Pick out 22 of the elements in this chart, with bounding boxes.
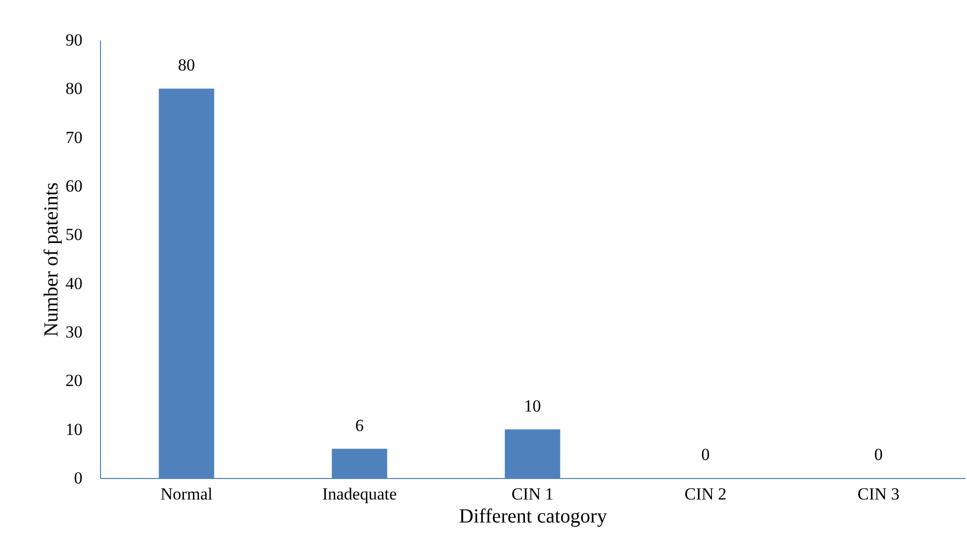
y-tick-label: 0 [74,468,82,488]
x-tick-label: CIN 3 [857,484,900,504]
y-tick-label: 40 [66,274,82,293]
data-label: 0 [701,445,710,464]
y-tick-label: 10 [66,420,82,439]
y-tick-label: 70 [66,128,82,147]
y-tick-label: 90 [66,30,82,50]
y-tick-label: 30 [66,322,82,342]
x-tick-label: Inadequate [322,484,397,504]
data-label: 0 [874,445,883,464]
y-tick-label: 20 [66,371,82,390]
x-axis-title: Different catogory [459,506,607,528]
y-tick-label: 60 [66,176,82,196]
y-tick-label: 80 [66,79,82,98]
y-axis-title: Number of pateints [40,182,62,337]
y-tick-label: 50 [66,225,82,244]
data-label: 10 [524,396,541,416]
x-tick-label: CIN 1 [511,484,554,504]
data-label: 80 [178,56,195,75]
data-label: 6 [355,416,364,435]
x-tick-label: CIN 2 [684,484,727,504]
x-tick-label: Normal [160,484,213,504]
